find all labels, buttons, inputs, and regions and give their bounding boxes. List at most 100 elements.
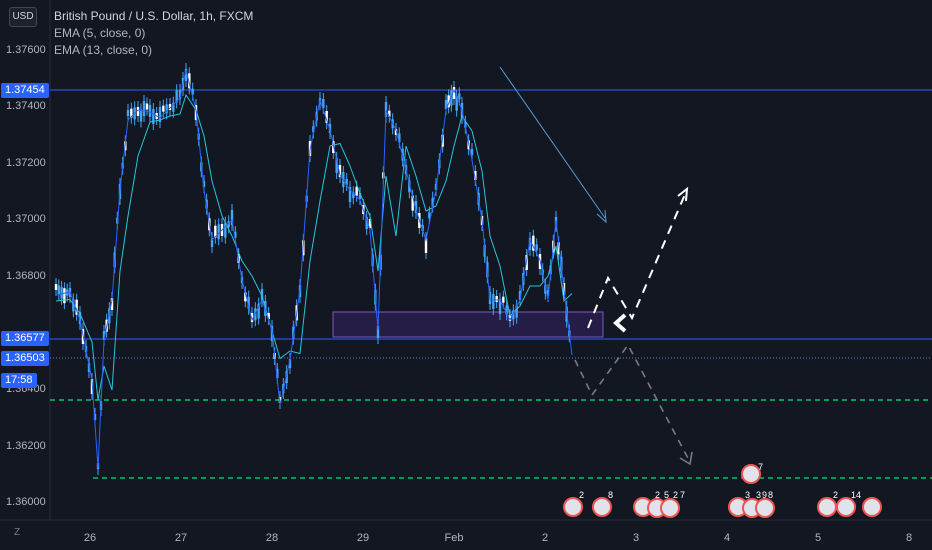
- candle-body: [535, 244, 538, 251]
- candle-body: [148, 105, 152, 117]
- candle-body: [408, 180, 411, 193]
- drawings[interactable]: [50, 66, 932, 479]
- candle-body: [498, 299, 502, 314]
- time-tick: 4: [724, 532, 730, 544]
- trend-arrow-head-icon: [596, 209, 607, 224]
- candle-body: [250, 313, 254, 322]
- candle-body: [292, 326, 295, 339]
- candle-body: [184, 69, 188, 81]
- candle-body: [172, 102, 175, 112]
- candle-body: [546, 290, 550, 296]
- candle-body: [348, 187, 352, 202]
- ema-5-line[interactable]: [55, 69, 573, 469]
- candle-body: [188, 73, 191, 89]
- event-count: 2: [833, 490, 838, 500]
- candle-body: [368, 219, 372, 228]
- candle-body: [508, 315, 512, 321]
- candle-body: [175, 90, 178, 103]
- candle-body: [470, 149, 474, 155]
- candle-body: [502, 296, 505, 303]
- candle-body: [532, 235, 535, 251]
- time-tick: 29: [357, 532, 369, 544]
- price-tick: 1.37600: [6, 44, 46, 56]
- candle-body: [126, 110, 130, 116]
- candle-body: [234, 232, 237, 238]
- candle-body: [288, 359, 292, 368]
- demand-zone-rectangle[interactable]: [332, 311, 604, 338]
- candle-body: [145, 103, 149, 110]
- event-count: 2: [655, 490, 660, 500]
- currency-button[interactable]: USD: [9, 7, 37, 27]
- event-count: 8: [608, 490, 613, 500]
- candle-body: [162, 105, 165, 112]
- ema-5-legend[interactable]: EMA (5, close, 0): [54, 26, 146, 40]
- zoom-reset-button[interactable]: Z: [14, 527, 21, 538]
- event-badge-us[interactable]: 8: [592, 490, 613, 517]
- candle-body: [168, 104, 172, 110]
- candle-body: [224, 222, 227, 238]
- symbol-title[interactable]: British Pound / U.S. Dollar, 1h, FXCM: [54, 9, 254, 23]
- event-badge-us[interactable]: 7: [680, 490, 685, 500]
- events-row[interactable]: 2 8 2 5 2 7 7 3 3 9 8 2 14: [563, 462, 882, 518]
- support-price-tag: 1.36577: [1, 331, 49, 346]
- candle-body: [152, 109, 155, 124]
- event-count: 8: [768, 490, 773, 500]
- last-price-tag: 1.36503: [1, 351, 49, 366]
- candle-body: [178, 90, 182, 99]
- event-count: 9: [762, 490, 767, 500]
- candle-body: [450, 90, 453, 106]
- event-count: 7: [758, 462, 763, 472]
- ema-13-line[interactable]: [55, 93, 573, 401]
- event-badge-us[interactable]: 2: [660, 490, 680, 518]
- candle-body: [63, 288, 66, 304]
- candle-body: [505, 305, 508, 315]
- event-badge-uk[interactable]: 14: [836, 490, 861, 517]
- event-badge-us[interactable]: [862, 497, 882, 517]
- candle-body: [72, 299, 75, 312]
- candle-body: [421, 225, 424, 231]
- candle-body: [452, 87, 456, 99]
- price-tick: 1.36200: [6, 440, 46, 452]
- bullish-arrow-head-icon: [677, 186, 689, 202]
- event-badge-uk[interactable]: 2: [817, 490, 838, 517]
- candle-body: [528, 238, 532, 250]
- candle-body: [57, 285, 60, 295]
- candle-body: [247, 296, 250, 309]
- event-count: 7: [680, 490, 685, 500]
- event-badge-us[interactable]: 2: [563, 490, 584, 517]
- trend-arrow-line[interactable]: [499, 66, 606, 219]
- candle-body: [230, 210, 234, 225]
- event-badge-us[interactable]: 8: [768, 490, 773, 500]
- candle-body: [557, 242, 560, 255]
- candle-body: [136, 107, 140, 116]
- time-tick: 27: [175, 532, 187, 544]
- candle-body: [335, 158, 338, 173]
- event-count: 3: [745, 490, 750, 500]
- event-badge-uk[interactable]: 7: [741, 462, 763, 484]
- candle-body: [518, 291, 522, 300]
- price-axis[interactable]: 1.37600 1.37400 1.37200 1.37000 1.36800 …: [6, 44, 46, 508]
- time-tick: 2: [542, 532, 548, 544]
- candle-body: [102, 331, 106, 340]
- candle-body: [352, 192, 355, 199]
- ema-13-legend[interactable]: EMA (13, close, 0): [54, 43, 153, 57]
- candle-body: [214, 225, 217, 238]
- event-count: 3: [756, 490, 761, 500]
- price-tick: 1.36000: [6, 496, 46, 508]
- candle-body: [345, 179, 348, 185]
- candlestick-series[interactable]: [54, 63, 571, 475]
- candle-body: [278, 397, 282, 403]
- price-tick: 1.37400: [6, 100, 46, 112]
- candle-body: [474, 171, 477, 180]
- time-tick: Feb: [445, 532, 464, 544]
- candle-body: [365, 217, 368, 229]
- bullish-path-dashed[interactable]: [587, 191, 687, 329]
- bar-countdown-tag: 17:58: [1, 373, 37, 388]
- event-badge-us[interactable]: 9: [755, 490, 775, 518]
- candle-body: [338, 165, 342, 177]
- time-axis[interactable]: 26 27 28 29 Feb 2 3 4 5 8: [84, 532, 912, 544]
- candle-body: [512, 310, 515, 320]
- bearish-path-dashed[interactable]: [574, 343, 691, 463]
- time-tick: 26: [84, 532, 96, 544]
